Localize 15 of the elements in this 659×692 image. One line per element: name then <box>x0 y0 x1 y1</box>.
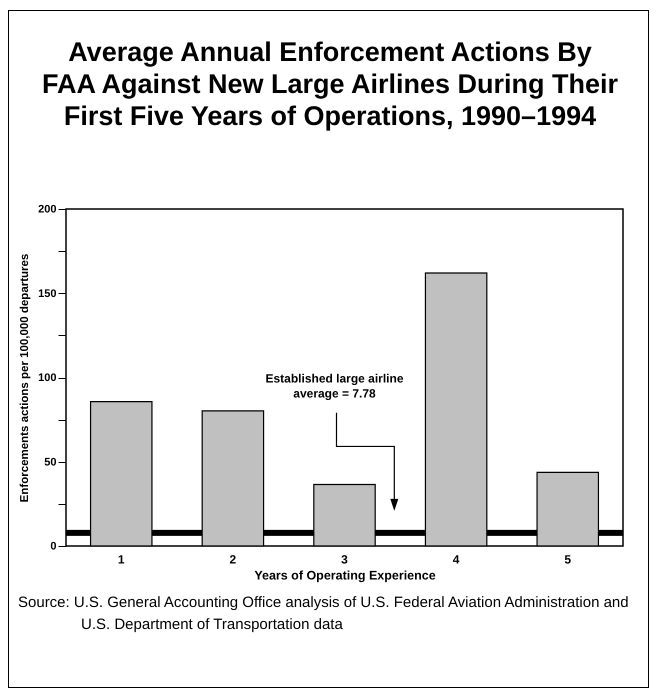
source-note: Source: U.S. General Accounting Office analysis of U.S. Federal Aviation Administration and U.S. Department of Transportation data <box>18 592 638 636</box>
y-tick-label: 0 <box>50 540 56 552</box>
x-tick-label: 2 <box>230 552 237 566</box>
x-tick-label: 1 <box>118 552 125 566</box>
ref-line-label: Established large airline average = 7.78 <box>265 371 404 400</box>
y-tick-label: 200 <box>38 204 56 216</box>
x-tick-label: 4 <box>452 552 460 566</box>
y-tick-label: 150 <box>38 288 56 300</box>
x-tick-label: 3 <box>341 552 348 566</box>
y-tick-label: 50 <box>44 456 56 468</box>
y-axis-title: Enforcements actions per 100,000 departures <box>19 254 32 502</box>
x-axis-title: Years of Operating Experience <box>254 568 436 582</box>
y-tick-label: 100 <box>38 372 56 384</box>
x-tick-label: 5 <box>564 552 572 566</box>
chart-title: Average Annual Enforcement Actions By FAA Against New Large Airlines During Their First Five Years of Operations, 1990–1994 <box>40 36 620 132</box>
